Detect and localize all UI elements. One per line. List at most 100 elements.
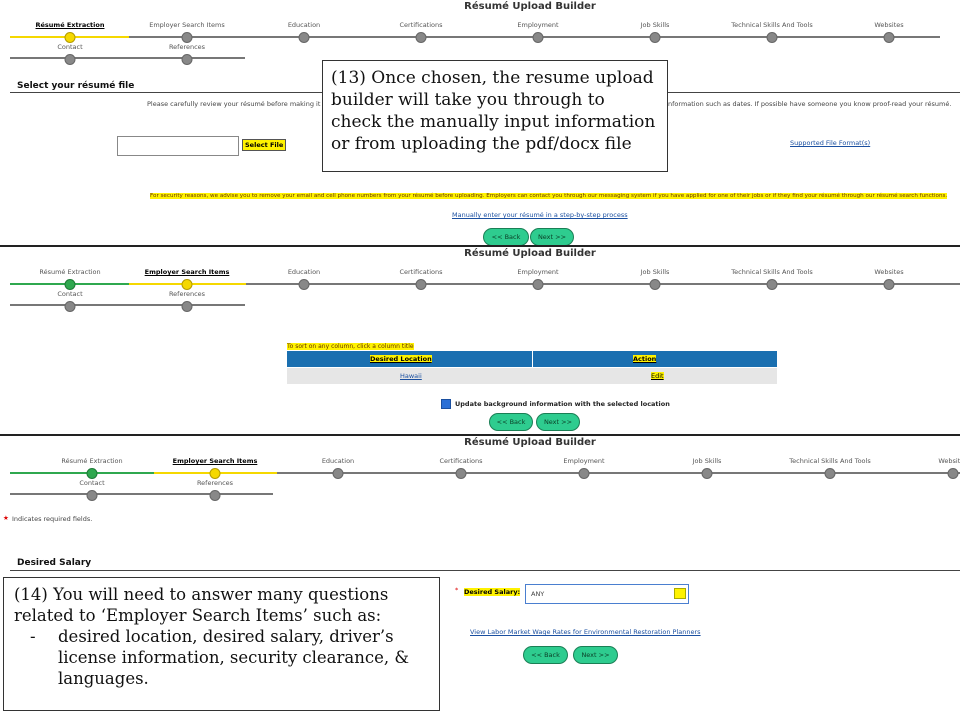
step-label: Technical Skills And Tools <box>731 268 813 276</box>
step-label: Résumé Extraction <box>61 457 123 465</box>
step-label[interactable]: Employer Search Items <box>144 268 230 276</box>
bullet-text: desired location, desired salary, driver… <box>58 627 410 688</box>
callout-bullet: - desired location, desired salary, drive… <box>30 627 410 688</box>
divider <box>10 570 960 571</box>
step-label: Contact <box>57 290 83 298</box>
step-label: Employment <box>517 268 559 276</box>
step-dot <box>181 279 193 290</box>
file-input[interactable] <box>117 136 239 156</box>
step-label[interactable]: Résumé Extraction <box>35 21 105 29</box>
step-dot <box>64 54 76 65</box>
step-dot <box>455 468 467 479</box>
step-dot <box>532 279 544 290</box>
progress-todo <box>10 304 245 306</box>
instruction: Please carefully review your résumé befo… <box>147 100 337 108</box>
checkbox-label: Update background information with the s… <box>455 400 670 408</box>
step-label: References <box>196 479 234 487</box>
back-button[interactable]: << Back <box>483 228 529 245</box>
required-note: Indicates required fields. <box>12 515 93 523</box>
step-dot <box>209 468 221 479</box>
step-label[interactable]: Employer Search Items <box>172 457 258 465</box>
step-dot <box>415 279 427 290</box>
step-label: Education <box>287 268 321 276</box>
security-notice: For security reasons, we advise you to r… <box>150 193 948 199</box>
next-button[interactable]: Next >> <box>530 228 574 245</box>
progress-todo <box>10 493 273 495</box>
step-label: Websites <box>938 457 960 465</box>
step-label: Technical Skills And Tools <box>731 21 813 29</box>
back-button[interactable]: << Back <box>489 413 533 431</box>
step-label: Education <box>321 457 355 465</box>
page-title: Résumé Upload Builder <box>464 1 596 12</box>
panel-salary: ★ Indicates required fields. Desired Sal… <box>0 436 960 720</box>
panel-location: To sort on any column, click a column ti… <box>0 247 960 434</box>
progress-done <box>10 472 154 474</box>
step-dot <box>86 490 98 501</box>
step-dot <box>649 279 661 290</box>
step-dot <box>415 32 427 43</box>
step-label: Résumé Extraction <box>39 268 101 276</box>
step-dot <box>181 32 193 43</box>
step-dot <box>298 32 310 43</box>
wage-link[interactable]: View Labor Market Wage Rates for Environ… <box>470 628 701 636</box>
step-dot <box>209 490 221 501</box>
back-button[interactable]: << Back <box>523 646 568 664</box>
column-header[interactable]: Desired Location <box>370 355 432 363</box>
separator <box>0 434 960 436</box>
column-divider <box>532 351 533 384</box>
step-label[interactable]: Employer Search Items <box>149 21 225 29</box>
step-dot <box>64 301 76 312</box>
step-label: Job Skills <box>692 457 722 465</box>
step-dot <box>766 279 778 290</box>
step-dot <box>332 468 344 479</box>
step-label: References <box>168 43 206 51</box>
page-title: Résumé Upload Builder <box>464 248 596 259</box>
section-heading: Desired Salary <box>17 558 92 568</box>
step-label: Contact <box>57 43 83 51</box>
progress-todo <box>10 57 245 59</box>
step-label: References <box>168 290 206 298</box>
step-dot <box>947 468 959 479</box>
callout: (13) Once chosen, the resume upload buil… <box>322 60 668 172</box>
step-dot <box>883 279 895 290</box>
page-title: Résumé Upload Builder <box>464 437 596 448</box>
salary-select[interactable] <box>525 584 689 604</box>
sort-hint: To sort on any column, click a column ti… <box>287 343 414 350</box>
step-dot <box>86 468 98 479</box>
step-label: Employment <box>563 457 605 465</box>
cell[interactable]: Hawaii <box>400 372 422 380</box>
step-dot <box>181 54 193 65</box>
step-dot <box>64 32 76 43</box>
next-button[interactable]: Next >> <box>536 413 580 431</box>
panel-extraction: Select your résumé file Please carefully… <box>0 0 960 245</box>
progress-todo <box>276 472 960 474</box>
checkbox[interactable] <box>441 399 451 409</box>
column-header[interactable]: Action <box>633 355 657 363</box>
step-dot <box>578 468 590 479</box>
step-label: Employment <box>517 21 559 29</box>
table-row <box>287 368 777 384</box>
step-dot <box>64 279 76 290</box>
required-star: * <box>455 586 459 594</box>
step-dot <box>649 32 661 43</box>
salary-label: Desired Salary: <box>464 588 521 596</box>
required-star: ★ <box>3 514 9 522</box>
step-dot <box>181 301 193 312</box>
step-dot <box>701 468 713 479</box>
step-label: Certifications <box>399 21 443 29</box>
select-file-button[interactable]: Select File <box>242 139 287 151</box>
salary-value: ANY <box>531 590 545 598</box>
step-label: Job Skills <box>640 21 670 29</box>
select-arrow[interactable] <box>674 588 686 599</box>
step-dot <box>883 32 895 43</box>
step-label: Technical Skills And Tools <box>789 457 871 465</box>
next-button[interactable]: Next >> <box>573 646 618 664</box>
instruction: nformation such as dates. If possible ha… <box>668 100 952 108</box>
formats-link[interactable]: Supported File Format(s) <box>790 139 871 147</box>
step-label: Contact <box>79 479 105 487</box>
cell[interactable]: Edit <box>651 372 664 380</box>
step-dot <box>532 32 544 43</box>
callout-text: (14) You will need to answer many questi… <box>14 585 389 625</box>
manual-link[interactable]: Manually enter your résumé in a step-by-… <box>452 211 628 219</box>
